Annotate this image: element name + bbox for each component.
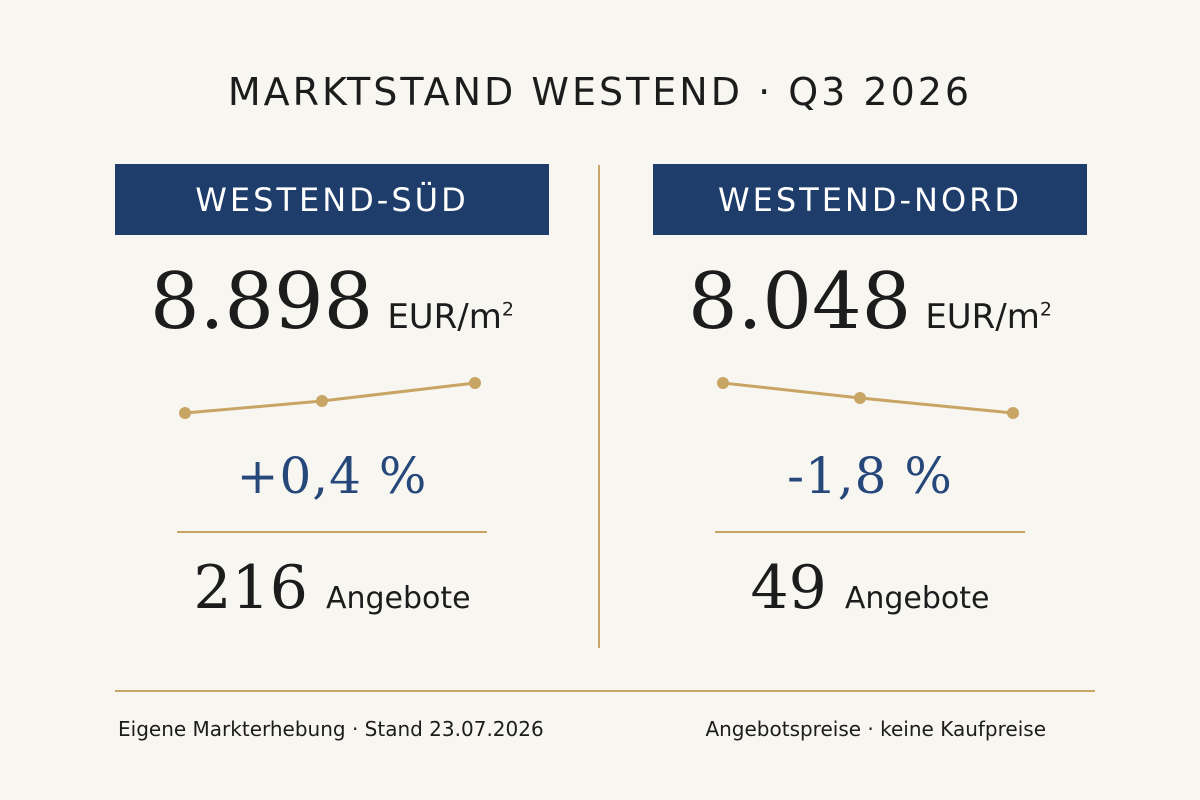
offers-label: Angebote bbox=[844, 581, 990, 616]
offers-row: 216 Angebote bbox=[115, 553, 549, 623]
trend-line bbox=[722, 381, 1014, 415]
price-unit-exponent: 2 bbox=[1039, 298, 1052, 321]
delta-value: -1,8 % bbox=[787, 447, 953, 505]
delta-value: +0,4 % bbox=[236, 447, 428, 505]
trend-point-1 bbox=[717, 377, 729, 389]
trend-sparkline bbox=[179, 377, 481, 419]
price-row: 8.048 EUR/m2 bbox=[653, 263, 1087, 353]
price-row: 8.898 EUR/m2 bbox=[115, 263, 549, 353]
footer-rule bbox=[115, 690, 1095, 692]
footer-source: Eigene Markterhebung · Stand 23.07.2026 bbox=[118, 717, 544, 741]
price-unit-base: EUR/m bbox=[387, 297, 502, 337]
trend-sparkline bbox=[717, 377, 1019, 419]
panel-rule bbox=[715, 531, 1025, 533]
price-unit-base: EUR/m bbox=[925, 297, 1040, 337]
trend-point-2 bbox=[854, 392, 866, 404]
price-unit-exponent: 2 bbox=[501, 298, 514, 321]
trend-point-3 bbox=[1007, 407, 1019, 419]
price-unit: EUR/m2 bbox=[387, 297, 514, 337]
trend-point-3 bbox=[469, 377, 481, 389]
center-divider bbox=[598, 165, 600, 648]
offers-row: 49 Angebote bbox=[653, 553, 1087, 623]
price-unit: EUR/m2 bbox=[925, 297, 1052, 337]
offers-label: Angebote bbox=[325, 581, 471, 616]
price-value: 8.048 bbox=[688, 257, 912, 347]
page-title: MARKTSTAND WESTEND · Q3 2026 bbox=[227, 70, 973, 114]
panel-header: WESTEND-NORD bbox=[653, 164, 1087, 235]
panel-header: WESTEND-SÜD bbox=[115, 164, 549, 235]
panel-westend-sued: WESTEND-SÜD 8.898 EUR/m2 +0,4 % 216 Ange… bbox=[115, 164, 549, 664]
offers-count: 216 bbox=[193, 553, 308, 623]
offers-count: 49 bbox=[750, 553, 827, 623]
panel-westend-nord: WESTEND-NORD 8.048 EUR/m2 -1,8 % 49 Ange… bbox=[653, 164, 1087, 664]
trend-point-1 bbox=[179, 407, 191, 419]
trend-line bbox=[184, 381, 476, 415]
panel-rule bbox=[177, 531, 487, 533]
trend-point-2 bbox=[316, 395, 328, 407]
price-value: 8.898 bbox=[150, 257, 374, 347]
footer-note: Angebotspreise · keine Kaufpreise bbox=[705, 717, 1046, 741]
